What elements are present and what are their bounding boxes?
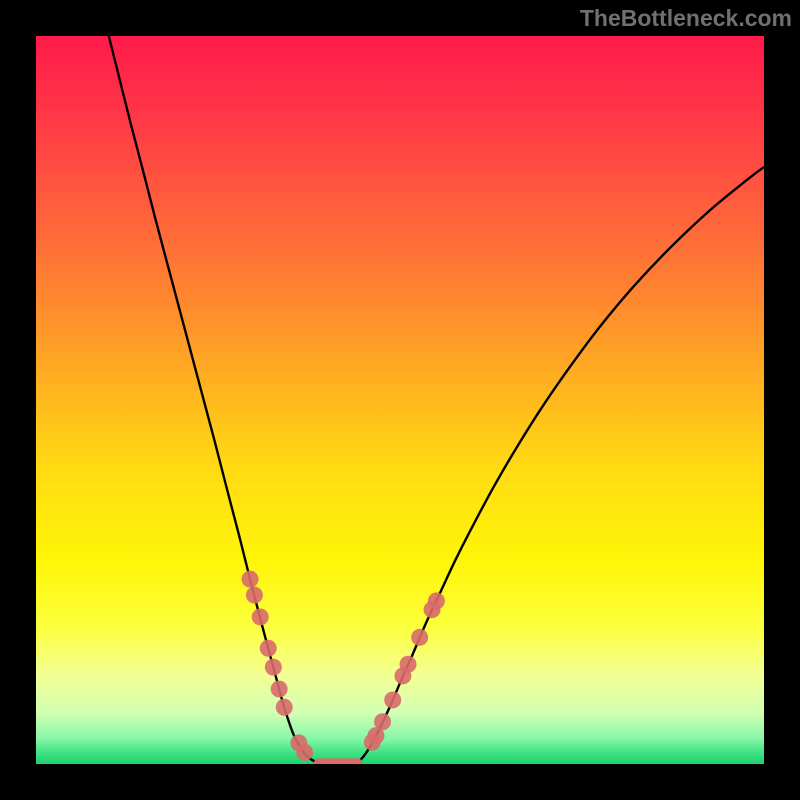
gradient-background (36, 36, 764, 764)
data-marker (271, 681, 288, 698)
data-marker (296, 744, 313, 761)
data-marker (400, 656, 417, 673)
data-marker (276, 699, 293, 716)
data-marker (374, 713, 391, 730)
bottleneck-chart (36, 36, 764, 764)
data-marker (246, 587, 263, 604)
data-marker (260, 640, 277, 657)
data-marker (252, 608, 269, 625)
watermark-text: TheBottleneck.com (580, 5, 792, 32)
data-marker (428, 592, 445, 609)
data-marker (242, 571, 259, 588)
chart-frame (0, 0, 800, 800)
data-marker (411, 629, 428, 646)
data-marker (265, 659, 282, 676)
data-marker (384, 691, 401, 708)
